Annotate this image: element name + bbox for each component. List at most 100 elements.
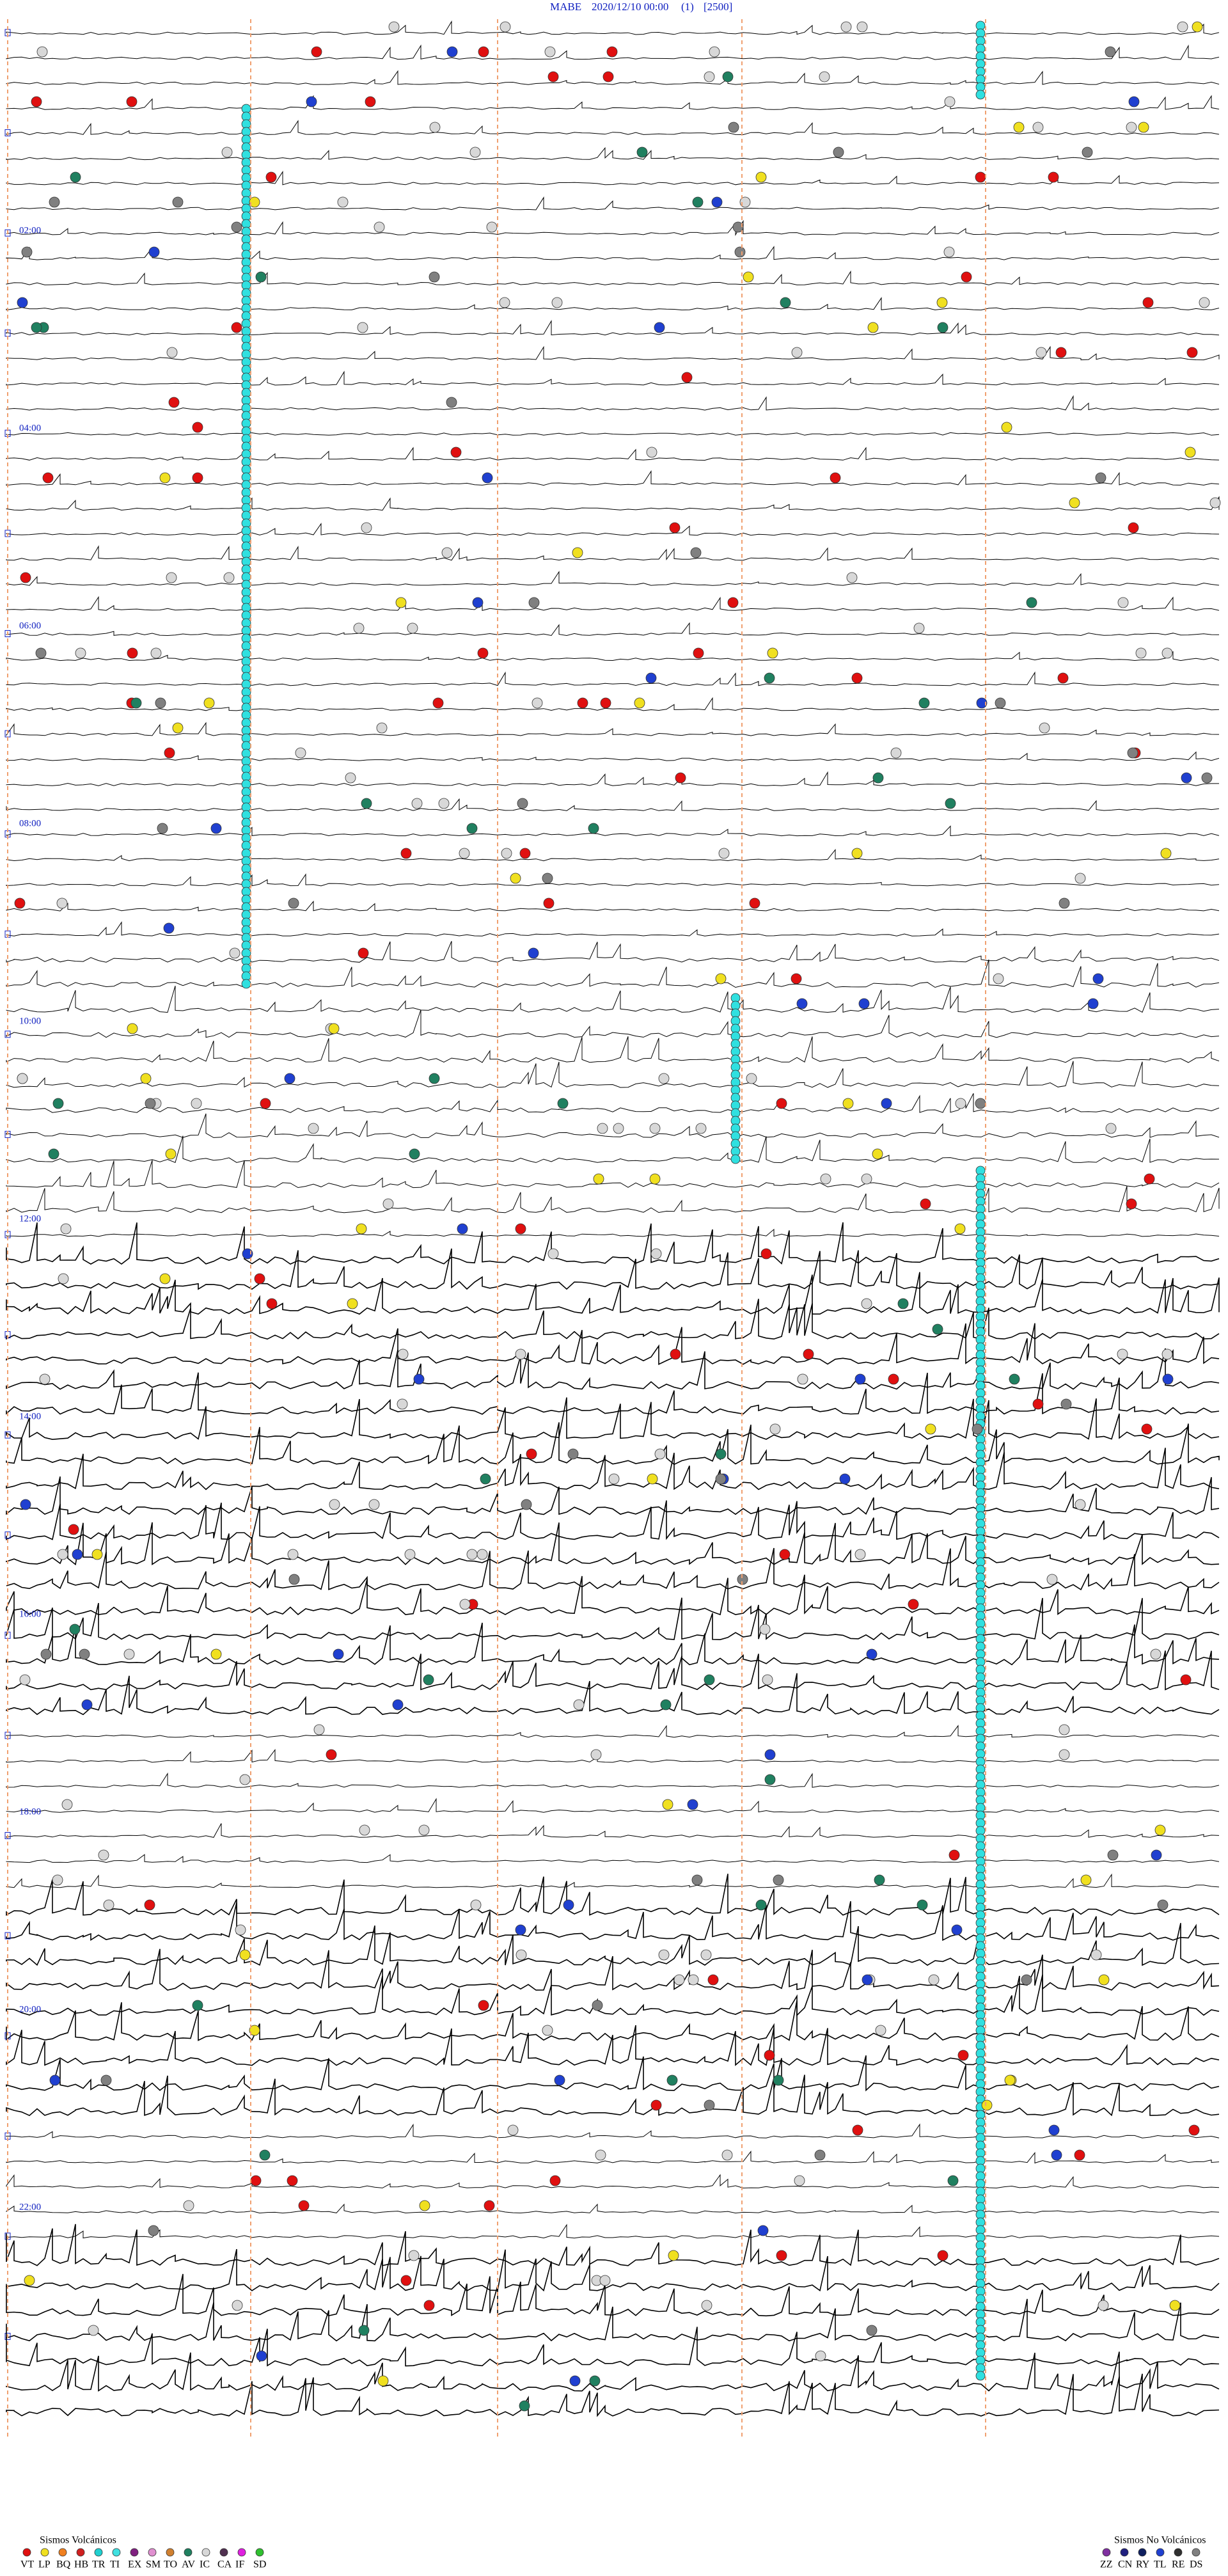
trace	[6, 2000, 1220, 2041]
trace	[6, 2273, 1220, 2317]
trace	[6, 2074, 1220, 2117]
event	[1105, 46, 1116, 58]
event	[542, 873, 553, 884]
trace	[6, 959, 1220, 988]
event	[749, 897, 760, 909]
trace	[6, 1823, 1220, 1838]
event	[519, 2400, 530, 2412]
legend-code: TR	[92, 2559, 106, 2570]
event	[718, 848, 730, 859]
time-label: 02:00	[19, 225, 41, 235]
event	[814, 2149, 826, 2161]
event	[361, 798, 372, 809]
event	[707, 1974, 719, 1986]
event	[1154, 1824, 1166, 1836]
legend-code: ZZ	[1100, 2559, 1113, 2570]
event	[856, 21, 868, 33]
event	[764, 672, 775, 684]
trace	[6, 751, 1220, 761]
legend-code: BQ	[56, 2559, 71, 2570]
event	[183, 2200, 194, 2211]
event	[592, 2000, 603, 2011]
event	[56, 897, 68, 909]
trace	[6, 1476, 1220, 1515]
event	[409, 1148, 420, 1160]
event	[1004, 2074, 1016, 2086]
time-label: 04:00	[19, 423, 41, 433]
event	[1199, 297, 1210, 308]
event	[1142, 297, 1154, 308]
event	[1161, 1348, 1173, 1360]
event	[377, 2375, 389, 2387]
event	[400, 2275, 412, 2286]
time-label: 22:00	[19, 2202, 41, 2212]
trace	[6, 2203, 1220, 2214]
event	[361, 522, 372, 533]
event	[395, 597, 407, 608]
legend-title: Sismos No Volcánicos	[1114, 2535, 1206, 2546]
event	[19, 1674, 31, 1686]
trace	[6, 1061, 1220, 1088]
legend-code: TL	[1154, 2559, 1167, 2570]
trace	[6, 2123, 1220, 2138]
trace	[6, 432, 1220, 436]
event	[329, 1499, 340, 1510]
event	[239, 1949, 251, 1961]
event	[164, 747, 175, 759]
trace	[6, 1798, 1220, 1813]
event	[755, 171, 767, 183]
event	[423, 1674, 434, 1686]
event	[780, 297, 791, 308]
event	[239, 1774, 251, 1785]
event	[69, 1624, 81, 1635]
event	[791, 347, 803, 358]
trace	[6, 985, 1220, 1013]
trace	[6, 1854, 1220, 1863]
event	[88, 2325, 99, 2336]
event	[851, 848, 863, 859]
event	[918, 697, 930, 709]
event	[949, 1849, 960, 1861]
event	[58, 1273, 69, 1284]
event	[313, 1724, 325, 1735]
event	[704, 1674, 715, 1686]
trace	[6, 395, 1220, 411]
legend-swatch	[76, 2548, 85, 2557]
event	[636, 146, 648, 158]
event	[650, 1248, 662, 1260]
event	[866, 2325, 878, 2336]
event	[554, 2074, 565, 2086]
legend-code: HB	[74, 2559, 88, 2570]
trace	[6, 722, 1220, 736]
event	[1035, 347, 1047, 358]
event	[256, 2350, 267, 2362]
event	[709, 46, 720, 58]
trace	[6, 1772, 1220, 1788]
event	[1169, 2300, 1181, 2311]
event	[688, 1974, 699, 1986]
event	[925, 1423, 936, 1435]
event	[861, 1298, 872, 1309]
event	[993, 973, 1004, 984]
event	[157, 823, 168, 834]
event	[794, 2175, 805, 2186]
event	[1074, 873, 1086, 884]
trace	[6, 1974, 1220, 2017]
event	[259, 2149, 271, 2161]
trace	[6, 246, 1220, 260]
event	[72, 1549, 83, 1560]
event	[573, 1699, 585, 1711]
event	[404, 1549, 416, 1560]
legend-code: TO	[164, 2559, 177, 2570]
trace	[6, 2174, 1220, 2189]
event	[670, 1348, 681, 1360]
event	[249, 2025, 260, 2036]
event	[166, 347, 178, 358]
row-marker	[4, 630, 11, 637]
event	[588, 823, 599, 834]
event	[191, 1098, 202, 1109]
legend-swatch	[166, 2548, 175, 2557]
event	[172, 722, 184, 734]
event	[695, 1123, 707, 1134]
